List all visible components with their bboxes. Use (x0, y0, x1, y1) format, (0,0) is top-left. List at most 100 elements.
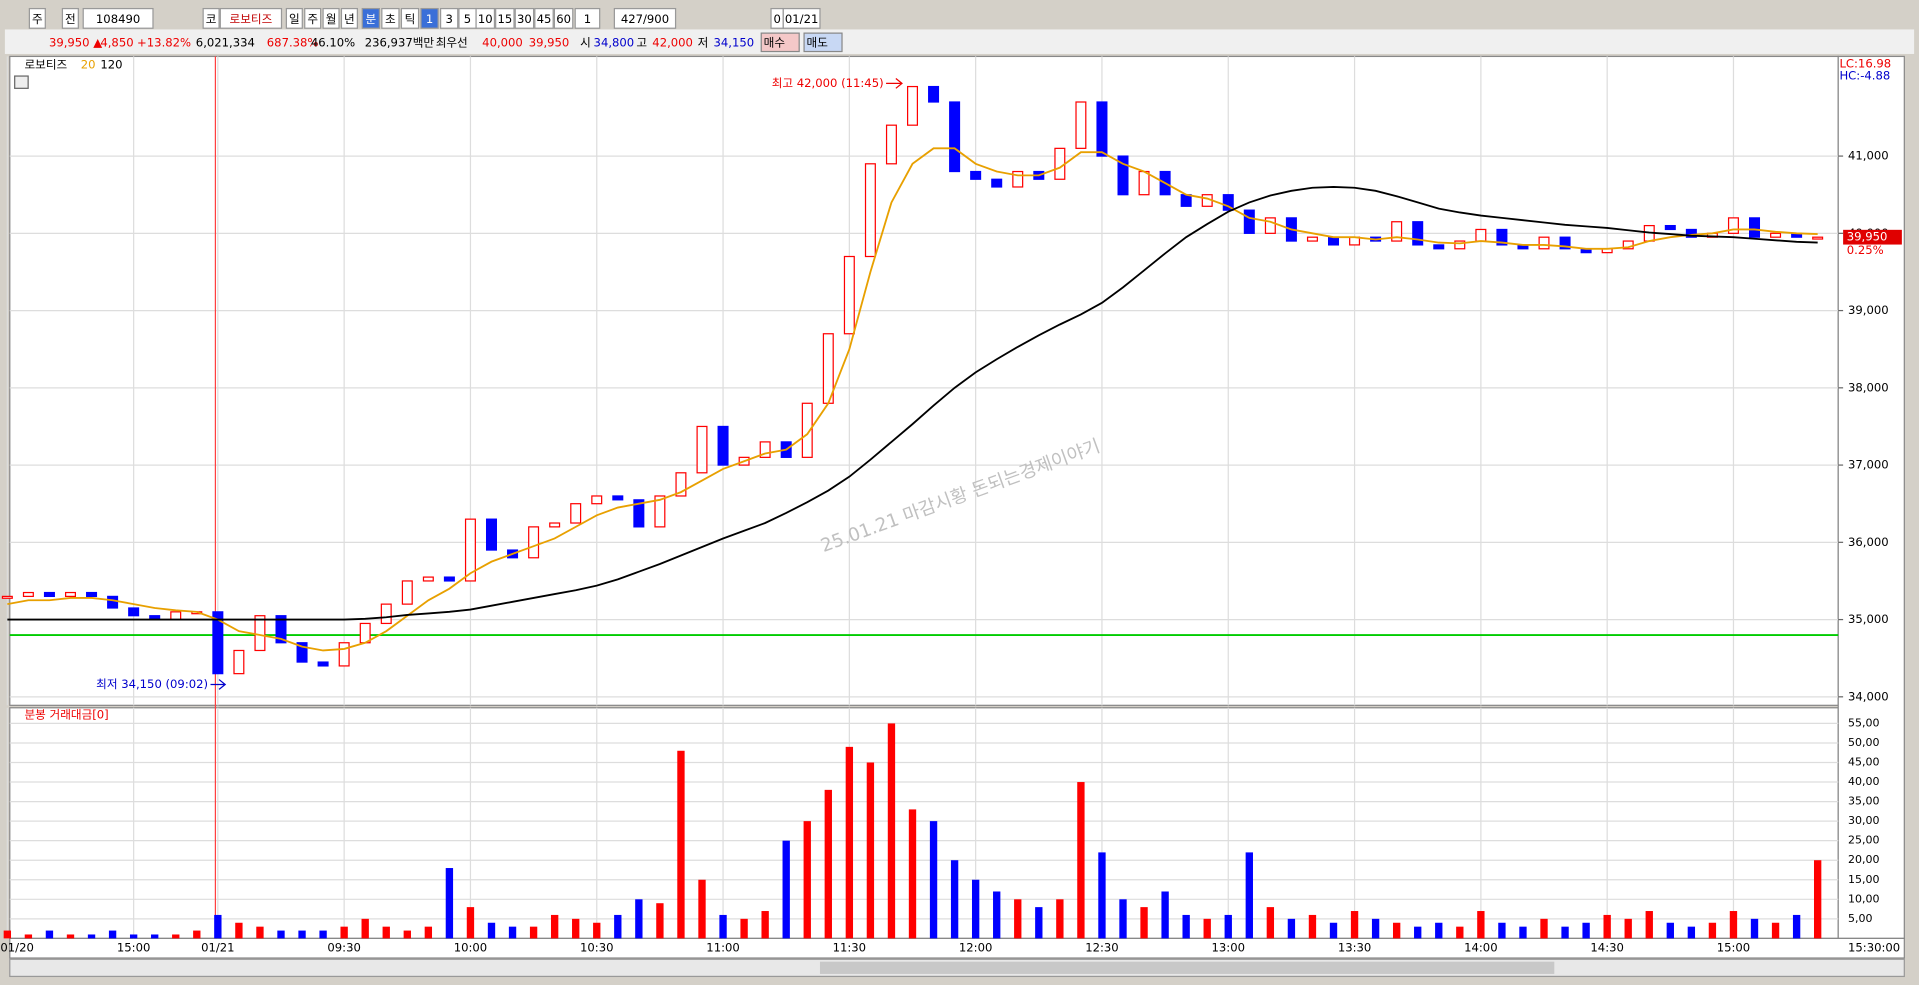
high-annotation: 최고 42,000 (11:45) (772, 76, 884, 90)
volume-bar (1519, 926, 1527, 939)
time-label: 11:00 (706, 941, 739, 955)
toolbar-label: 주 (32, 12, 43, 26)
order-button[interactable] (760, 32, 800, 53)
toolbar-button[interactable] (400, 7, 420, 29)
candle (464, 518, 476, 582)
volume-bar (1140, 907, 1148, 939)
toolbar-button[interactable] (61, 7, 79, 29)
quote-field: 4,850 (100, 35, 133, 49)
candle (570, 503, 582, 524)
volume-bar (572, 918, 580, 939)
candle (1243, 209, 1255, 234)
volume-bar (1350, 911, 1359, 939)
toolbar-button[interactable] (304, 7, 322, 29)
volume-bar (1371, 918, 1380, 939)
volume-bar (214, 914, 222, 939)
candle (675, 472, 687, 497)
toolbar-button[interactable] (613, 7, 677, 29)
legend-title: 로보티즈 (24, 58, 67, 72)
toolbar-button[interactable] (340, 7, 358, 29)
volume-bar (45, 930, 54, 939)
volume-bar (761, 911, 769, 939)
order-button[interactable] (803, 32, 843, 53)
volume-bar (319, 930, 327, 939)
volume-bar (1014, 899, 1022, 939)
candle (64, 591, 77, 598)
toolbar-button[interactable] (28, 7, 46, 29)
volume-bar (656, 903, 664, 939)
toolbar-button[interactable] (553, 7, 574, 29)
volume-bar (403, 930, 411, 939)
volume-bar (1224, 914, 1232, 939)
toolbar-button[interactable] (82, 7, 154, 29)
toolbar-button[interactable] (782, 7, 821, 29)
volume-bar (1456, 926, 1464, 939)
scroll-thumb[interactable] (819, 961, 1555, 974)
toolbar-button[interactable] (219, 7, 283, 29)
volume-bar (129, 934, 138, 939)
quote-field: 저 (698, 35, 709, 49)
toolbar-button[interactable] (322, 7, 340, 29)
toolbar-button[interactable] (574, 7, 601, 29)
volume-bar (1561, 926, 1569, 939)
volume-bar (1077, 782, 1085, 939)
candle (1264, 217, 1276, 234)
quote-field: 236,937백만 (365, 35, 435, 49)
volume-bar (614, 914, 622, 939)
time-label: 09:30 (327, 941, 360, 955)
candle (528, 526, 540, 559)
candle (1412, 221, 1424, 246)
candle (1812, 236, 1824, 240)
y-tick-label: 35,000 (1848, 612, 1889, 626)
moving-average (7, 147, 1818, 652)
toolbar-button[interactable] (381, 7, 400, 29)
volume-bar (172, 934, 180, 939)
toolbar-button[interactable] (514, 7, 535, 29)
last-price-box (1843, 229, 1902, 245)
toolbar-button[interactable] (475, 7, 496, 29)
volume-bar (803, 821, 811, 939)
volume-bar (24, 934, 33, 939)
volume-bar (1708, 922, 1717, 939)
candle (1664, 224, 1676, 231)
toolbar-button[interactable] (420, 7, 439, 29)
volume-bar (719, 914, 727, 939)
time-label: 01/21 (201, 941, 234, 955)
quote-field: +13.82% (137, 35, 191, 49)
y2-tick-label: 5,00 (1848, 912, 1873, 925)
candle (43, 591, 55, 598)
toolbar-button[interactable] (534, 7, 554, 29)
y2-tick-label: 40,00 (1848, 775, 1880, 788)
toolbar-label: 30 (517, 12, 532, 26)
candle (443, 576, 455, 582)
panel-icon[interactable] (14, 75, 29, 89)
toolbar-button[interactable] (202, 7, 220, 29)
volume-bar (698, 879, 706, 939)
candle (549, 522, 561, 528)
volume-bar (1666, 922, 1674, 939)
volume-bar (635, 899, 643, 939)
volume-bar (1603, 914, 1611, 939)
candle (107, 595, 119, 609)
toolbar-button[interactable] (439, 7, 459, 29)
toolbar-button[interactable] (285, 7, 303, 29)
volume-bar (151, 934, 159, 939)
toolbar-label: 로보티즈 (230, 12, 273, 26)
toolbar-label: 월 (326, 12, 337, 26)
candle (275, 615, 287, 644)
toolbar-label: 60 (556, 12, 571, 26)
volume-bar (1056, 899, 1064, 939)
low-annotation: 최저 34,150 (09:02) (96, 677, 208, 691)
volume-bar (1771, 922, 1780, 939)
candle (1180, 194, 1192, 207)
toolbar-button[interactable] (495, 7, 515, 29)
volume-bar (108, 930, 117, 939)
toolbar-button[interactable] (361, 7, 381, 29)
toolbar-label: 주 (307, 12, 318, 26)
candle (949, 101, 961, 173)
candle (928, 85, 940, 103)
volume-bar (87, 934, 96, 939)
volume-bar (1203, 918, 1211, 939)
volume-bar (908, 809, 917, 939)
